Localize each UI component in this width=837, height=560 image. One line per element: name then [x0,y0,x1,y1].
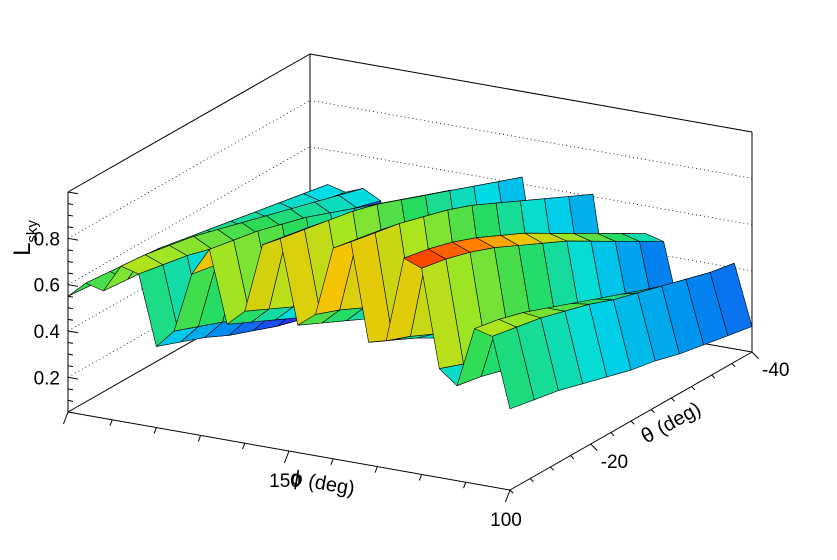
z-axis-title: Lsky [9,220,41,256]
x-tick [504,489,511,503]
x-tick [463,482,467,489]
grid-line [309,53,753,133]
y-tick-label: -20 [601,452,628,473]
surface-mesh [67,176,753,410]
z-tick [67,342,74,344]
x-tick [330,458,334,465]
y-axis-title: θ(deg) [637,397,704,448]
z-tick [67,203,74,205]
y-tick [509,489,514,494]
grid-line [67,146,311,285]
z-tick-label: 0.6 [34,276,60,297]
plot-axes: 0.2 0.4 0.6 0.8 150 100 -20 -40 [34,191,789,531]
z-tick [67,330,79,334]
x-axis-title: ϕ(deg) [289,466,356,500]
y-tick [590,443,598,451]
x-tick [153,427,157,434]
z-tick [67,295,74,298]
x-tick [62,411,69,425]
x-tick [374,466,378,473]
x-tick [197,435,202,442]
y-tick [650,409,655,414]
y-tick [711,374,716,379]
z-tick-label: 0.8 [34,229,60,250]
z-tick [67,226,74,229]
z-tick [67,284,79,287]
x-tick-label: 100 [490,510,522,531]
y-tick [751,351,759,359]
y-tick [731,363,736,368]
y-tick [570,455,575,460]
z-tick [67,365,74,368]
z-tick [67,272,74,275]
z-tick-label: 0.2 [34,368,60,389]
z-tick [67,307,74,310]
z-tick [67,353,74,356]
x-tick [109,419,113,426]
y-tick [610,432,615,437]
z-tick [67,399,74,402]
grid-line [309,146,753,226]
z-tick [67,237,79,241]
y-tick [529,478,534,483]
y-tick [670,397,675,402]
x-tick [283,450,290,464]
x-tick [418,474,423,481]
grid-line [67,99,311,239]
z-tick [67,376,79,380]
z-tick [67,318,74,321]
z-tick [67,191,79,195]
grid-line [67,53,311,193]
z-tick [67,249,74,252]
y-tick-label: -40 [762,360,789,381]
y-tick [691,386,696,391]
z-tick [67,388,74,391]
x-tick-label: 150 [269,471,301,492]
surface-cell [491,326,535,410]
y-tick [549,466,554,471]
z-tick [67,260,74,263]
y-tick [630,420,635,425]
z-tick-label: 0.4 [34,322,61,343]
x-tick [242,443,246,450]
z-tick [67,214,74,217]
grid-line [309,99,753,179]
